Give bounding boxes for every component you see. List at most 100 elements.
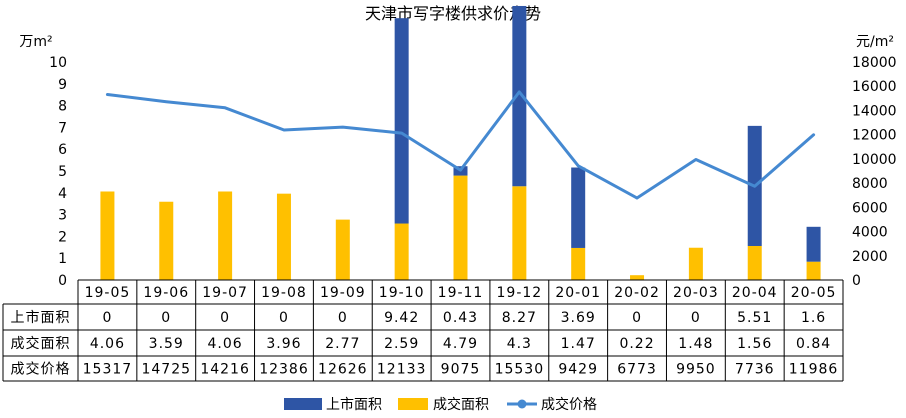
left-tick-label: 2 bbox=[58, 229, 67, 245]
category-label: 20-01 bbox=[555, 285, 601, 301]
table-cell: 0 bbox=[632, 310, 642, 326]
table-cell: 4.79 bbox=[443, 336, 478, 352]
bar-listed-area bbox=[571, 167, 586, 248]
table-cell: 0.84 bbox=[796, 336, 831, 352]
table-cell: 0.43 bbox=[443, 310, 478, 326]
bar-listed-area bbox=[394, 18, 409, 224]
bar-traded-area bbox=[453, 175, 468, 280]
table-row-label: 上市面积 bbox=[11, 309, 71, 326]
category-label: 19-12 bbox=[497, 285, 543, 301]
bar-traded-area bbox=[218, 191, 233, 280]
table-cell: 3.69 bbox=[561, 310, 596, 326]
table-cell: 3.59 bbox=[149, 336, 184, 352]
left-axis-unit: 万m² bbox=[19, 34, 52, 50]
right-tick-label: 12000 bbox=[852, 128, 897, 144]
bar-traded-area bbox=[512, 186, 527, 280]
bar-traded-area bbox=[688, 247, 703, 280]
table-cell: 4.06 bbox=[208, 336, 243, 352]
right-tick-label: 18000 bbox=[852, 55, 897, 71]
bar-traded-area bbox=[394, 223, 409, 280]
legend-swatch-listed bbox=[284, 398, 322, 410]
table-cell: 12626 bbox=[318, 362, 368, 378]
legend-label-traded: 成交面积 bbox=[433, 396, 489, 413]
category-label: 19-09 bbox=[320, 285, 366, 301]
table-cell: 0.22 bbox=[619, 336, 654, 352]
table-cell: 8.27 bbox=[502, 310, 537, 326]
table-cell: 9075 bbox=[441, 362, 481, 378]
table-cell: 1.47 bbox=[561, 336, 596, 352]
legend-label-price: 成交价格 bbox=[541, 396, 597, 413]
table-cell: 1.56 bbox=[737, 336, 772, 352]
table-cell: 0 bbox=[220, 310, 230, 326]
right-tick-label: 10000 bbox=[852, 152, 897, 168]
category-label: 19-08 bbox=[261, 285, 307, 301]
table-cell: 3.96 bbox=[266, 336, 301, 352]
bar-traded-area bbox=[747, 245, 762, 280]
table-cell: 7736 bbox=[735, 362, 775, 378]
category-label: 20-04 bbox=[732, 285, 778, 301]
category-label: 19-10 bbox=[379, 285, 425, 301]
table-cell: 4.3 bbox=[507, 336, 532, 352]
table-row-label: 成交价格 bbox=[11, 361, 71, 378]
bar-listed-area bbox=[512, 5, 527, 187]
category-label: 19-05 bbox=[85, 285, 131, 301]
category-label: 20-05 bbox=[791, 285, 837, 301]
bar-traded-area bbox=[159, 201, 174, 280]
table-row-label: 成交面积 bbox=[11, 335, 71, 352]
left-tick-label: 9 bbox=[58, 77, 67, 93]
bar-traded-area bbox=[276, 193, 291, 280]
table-cell: 9429 bbox=[558, 362, 598, 378]
left-tick-label: 0 bbox=[58, 273, 67, 289]
table-cell: 6773 bbox=[617, 362, 657, 378]
right-tick-label: 2000 bbox=[852, 249, 888, 265]
bar-traded-area bbox=[100, 191, 115, 280]
table-cell: 9950 bbox=[676, 362, 716, 378]
left-tick-label: 1 bbox=[58, 251, 67, 267]
right-tick-label: 8000 bbox=[852, 176, 888, 192]
table-cell: 9.42 bbox=[384, 310, 419, 326]
table-cell: 0 bbox=[102, 310, 112, 326]
table-cell: 11986 bbox=[789, 362, 839, 378]
table-cell: 2.77 bbox=[325, 336, 360, 352]
left-tick-label: 3 bbox=[58, 208, 67, 224]
price-line bbox=[105, 90, 816, 200]
table-cell: 5.51 bbox=[737, 310, 772, 326]
left-tick-label: 4 bbox=[58, 186, 67, 202]
left-tick-label: 8 bbox=[58, 99, 67, 115]
table-cell: 0 bbox=[691, 310, 701, 326]
left-tick-label: 5 bbox=[58, 164, 67, 180]
category-label: 19-11 bbox=[438, 285, 484, 301]
legend: 上市面积 成交面积 成交价格 bbox=[284, 396, 597, 413]
bar-listed-area bbox=[806, 226, 821, 262]
chart-title: 天津市写字楼供求价走势 bbox=[365, 4, 541, 23]
legend-swatch-traded bbox=[398, 398, 428, 410]
table-cell: 0 bbox=[338, 310, 348, 326]
right-tick-label: 4000 bbox=[852, 225, 888, 241]
table-cell: 15317 bbox=[83, 362, 133, 378]
table-cell: 1.48 bbox=[678, 336, 713, 352]
table-cell: 0 bbox=[279, 310, 289, 326]
right-tick-label: 16000 bbox=[852, 79, 897, 95]
left-tick-label: 6 bbox=[58, 142, 67, 158]
table-cell: 15530 bbox=[495, 362, 545, 378]
right-tick-label: 0 bbox=[852, 273, 861, 289]
right-tick-label: 14000 bbox=[852, 103, 897, 119]
table-cell: 2.59 bbox=[384, 336, 419, 352]
right-tick-label: 6000 bbox=[852, 200, 888, 216]
table-cell: 4.06 bbox=[90, 336, 125, 352]
table-cell: 14725 bbox=[141, 362, 191, 378]
legend-label-listed: 上市面积 bbox=[326, 396, 382, 413]
bar-traded-area bbox=[335, 219, 350, 280]
category-label: 19-06 bbox=[143, 285, 189, 301]
bar-traded-area bbox=[806, 261, 821, 280]
left-tick-label: 10 bbox=[49, 55, 67, 71]
bar-traded-area bbox=[571, 247, 586, 280]
table-cell: 12133 bbox=[377, 362, 427, 378]
left-tick-label: 7 bbox=[58, 120, 67, 136]
bar-traded-area bbox=[630, 275, 645, 280]
table-cell: 1.6 bbox=[801, 310, 826, 326]
category-label: 19-07 bbox=[202, 285, 248, 301]
table-cell: 0 bbox=[161, 310, 171, 326]
table-cell: 14216 bbox=[200, 362, 250, 378]
